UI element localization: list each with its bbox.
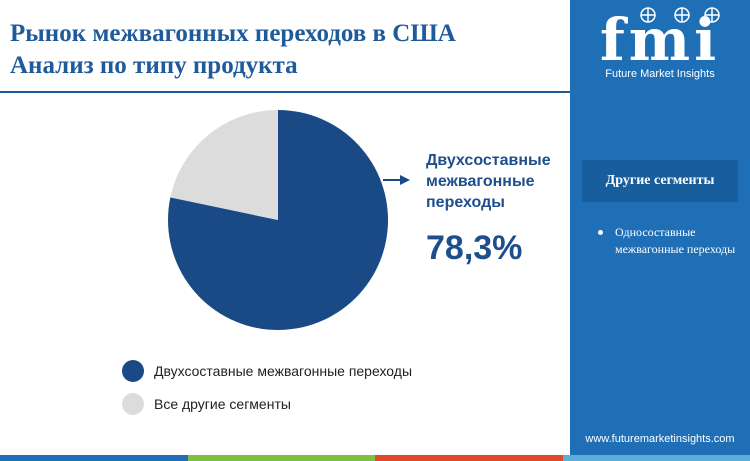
chart-title: Рынок межвагонных переходов в США Анализ… [10, 18, 550, 82]
bottom-color-bar [0, 455, 750, 461]
globe-icon [674, 7, 690, 23]
legend-swatch-other [122, 393, 144, 415]
legend-label-other: Все другие сегменты [154, 396, 291, 412]
pie-slices [168, 110, 389, 330]
pie-slice-0 [168, 110, 389, 330]
callout-arrow [383, 175, 410, 185]
legend-item-other: Все другие сегменты [122, 393, 412, 415]
bottom-bar-segment [0, 455, 188, 461]
sidebar-header: Другие сегменты [582, 160, 738, 202]
legend: Двухсоставные межвагонные переходы Все д… [122, 360, 412, 426]
pie-chart [168, 110, 410, 330]
title-line-1: Рынок межвагонных переходов в США [10, 20, 456, 47]
website-url[interactable]: www.futuremarketinsights.com [585, 433, 735, 445]
title-divider [0, 91, 570, 93]
legend-item-primary: Двухсоставные межвагонные переходы [122, 360, 412, 382]
globe-icon [640, 7, 656, 23]
callout-value: 78,3% [426, 229, 523, 267]
legend-label-primary: Двухсоставные межвагонные переходы [154, 363, 413, 379]
bottom-bar-segment [562, 455, 750, 461]
sidebar: fmi Future Market Insights Другие сегмен… [570, 0, 750, 455]
bottom-bar-segment [187, 455, 375, 461]
fmi-logo: fmi [600, 6, 720, 74]
title-line-2: Анализ по типу продукта [10, 52, 298, 79]
sidebar-list: Односоставные межвагонные переходы [598, 224, 738, 258]
legend-swatch-primary [122, 360, 144, 382]
globe-icon [704, 7, 720, 23]
logo-text: fmi [600, 6, 720, 74]
sidebar-item: Односоставные межвагонные переходы [598, 224, 738, 258]
logo-subtitle: Future Market Insights [605, 68, 715, 80]
bottom-bar-segment [375, 455, 563, 461]
pie-slice-1 [170, 110, 278, 220]
callout-label: Двухсоставные межвагонные переходы [426, 152, 551, 211]
